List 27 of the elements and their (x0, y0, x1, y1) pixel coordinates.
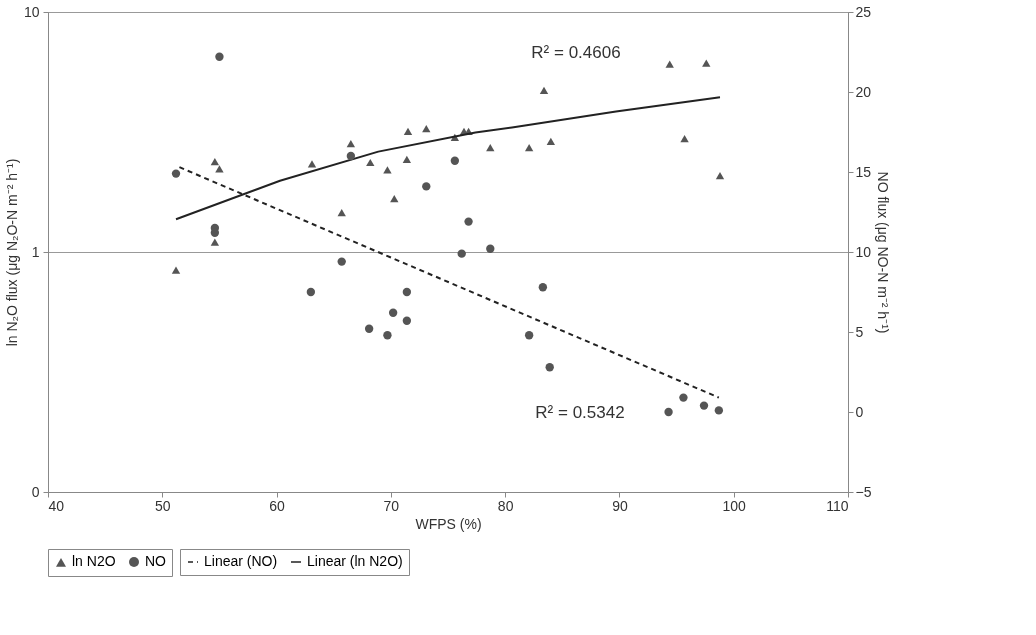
y-tick-label: 0 (31, 483, 40, 500)
y2-tick-label: 5 (855, 323, 864, 340)
y2-tick-label: 10 (855, 243, 872, 260)
annotation: R² = 0.5342 (535, 402, 625, 422)
y2-tick-label: 0 (855, 403, 864, 420)
y2-tick-label: 25 (855, 3, 872, 20)
annotation: R² = 0.4606 (531, 42, 621, 62)
y-tick-label: 10 (23, 3, 40, 20)
legend-label: ln N2O (72, 553, 116, 570)
x-tick-label: 110 (826, 497, 849, 514)
y2-tick-label: 20 (855, 83, 872, 100)
y-axis-title: ln N₂O flux (μg N₂O-N m⁻² h⁻¹) (3, 158, 20, 347)
x-tick-label: 50 (155, 497, 171, 514)
legend-label: NO (145, 553, 167, 569)
x-tick-label: 70 (383, 497, 400, 514)
x-tick-label: 100 (722, 497, 747, 514)
legend-label: Linear (ln N2O) (307, 553, 403, 569)
y2-axis-title: NO flux (μg NO-N m⁻² h⁻¹) (875, 171, 892, 334)
y-tick-label: 1 (31, 243, 40, 260)
x-tick-label: 40 (48, 497, 65, 514)
x-tick-label: 60 (269, 497, 286, 514)
x-tick-label: 80 (497, 497, 514, 514)
legend-label: Linear (NO) (204, 553, 278, 569)
x-axis-title: WFPS (%) (415, 515, 482, 532)
y2-tick-label: 15 (855, 163, 872, 180)
x-tick-label: 90 (612, 497, 628, 514)
y2-tick-label: −5 (855, 483, 872, 500)
